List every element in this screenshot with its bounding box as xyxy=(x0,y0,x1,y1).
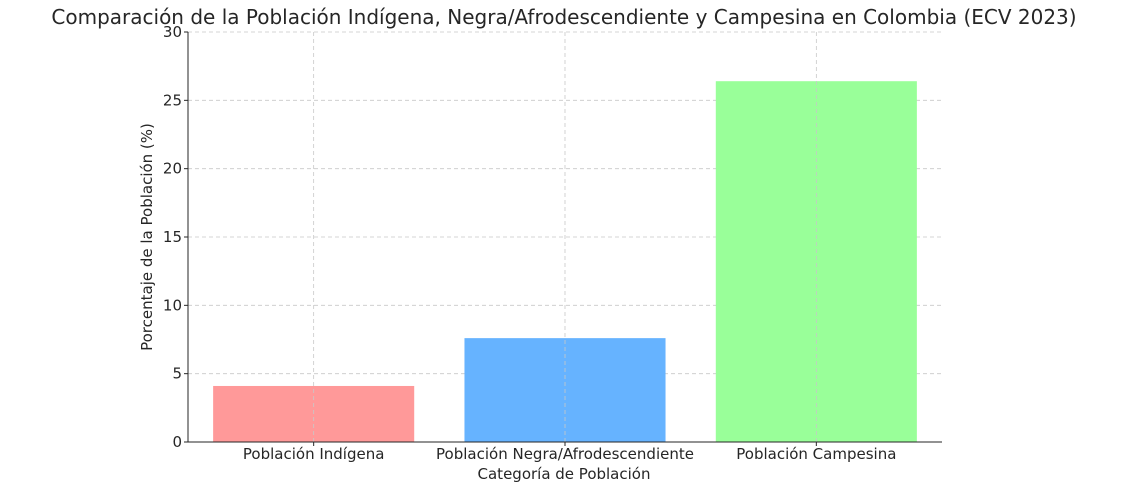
x-ticks: Población Indígena Población Negra/Afrode… xyxy=(243,442,896,463)
bar-2 xyxy=(715,81,917,442)
x-tick-label-0: Población Indígena xyxy=(243,445,385,463)
y-tick-label-2: 10 xyxy=(163,296,182,314)
y-tick-label-4: 20 xyxy=(163,160,182,178)
bars xyxy=(213,81,917,442)
y-tick-label-1: 5 xyxy=(172,365,182,383)
y-tick-label-0: 0 xyxy=(172,433,182,451)
y-tick-label-6: 30 xyxy=(163,23,182,41)
y-axis-label: Porcentaje de la Población (%) xyxy=(138,123,156,351)
x-tick-label-1: Población Negra/Afrodescendiente xyxy=(436,445,694,463)
x-tick-label-2: Población Campesina xyxy=(736,445,896,463)
y-ticks: 0 5 10 15 20 25 30 xyxy=(163,23,188,451)
vertical-grid xyxy=(313,32,817,442)
x-axis-label: Categoría de Población xyxy=(478,465,651,483)
y-tick-label-3: 15 xyxy=(163,228,182,246)
y-tick-label-5: 25 xyxy=(163,91,182,109)
chart-title: Comparación de la Población Indígena, Ne… xyxy=(51,5,1076,29)
